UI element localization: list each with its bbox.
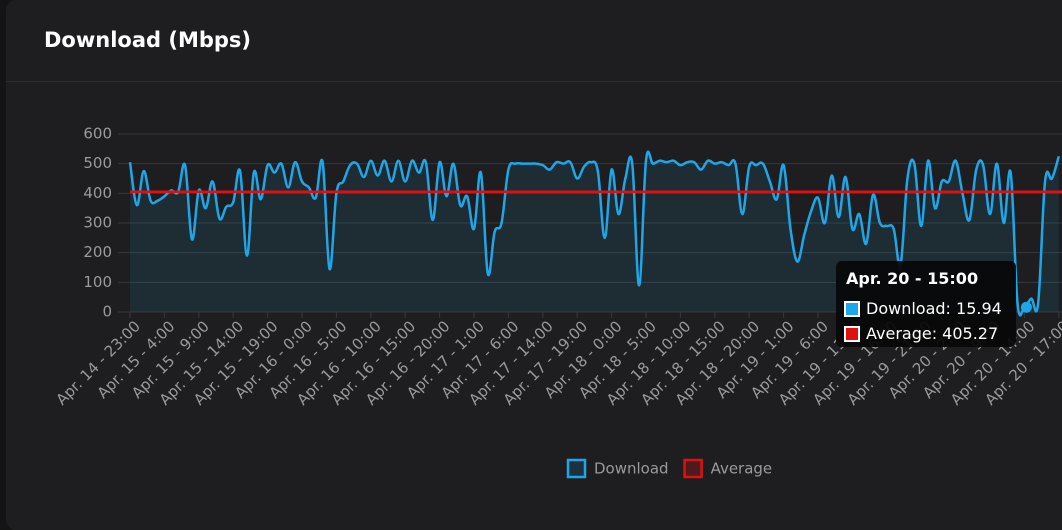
y-tick-label: 600: [83, 125, 112, 143]
y-tick-label: 400: [83, 184, 112, 202]
tooltip-line: Download: 15.94: [866, 299, 1002, 318]
y-tick-label: 100: [83, 273, 112, 291]
tooltip: Apr. 20 - 15:00 Download: 15.94 Average:…: [836, 261, 1016, 347]
tooltip-title: Apr. 20 - 15:00: [846, 269, 979, 288]
legend-label: Download: [594, 460, 669, 478]
legend-swatch: [683, 458, 703, 479]
tooltip-line: Average: 405.27: [866, 324, 999, 343]
hover-point: [1020, 301, 1032, 313]
card-title: Download (Mbps): [44, 28, 252, 52]
tooltip-swatch: [844, 326, 860, 342]
y-tick-label: 200: [83, 243, 112, 261]
tooltip-swatch: [844, 301, 860, 317]
line: [128, 150, 1060, 317]
y-tick-label: 500: [83, 154, 112, 172]
legend-swatch: [566, 458, 587, 479]
y-tick-label: 0: [102, 303, 112, 321]
page: Download (Mbps) 0 100 200 300 400 500 600 Apr. …: [6, 0, 1062, 530]
y-tick-label: 300: [83, 214, 112, 232]
divider: [6, 81, 1062, 82]
legend-label: Average: [711, 460, 773, 478]
